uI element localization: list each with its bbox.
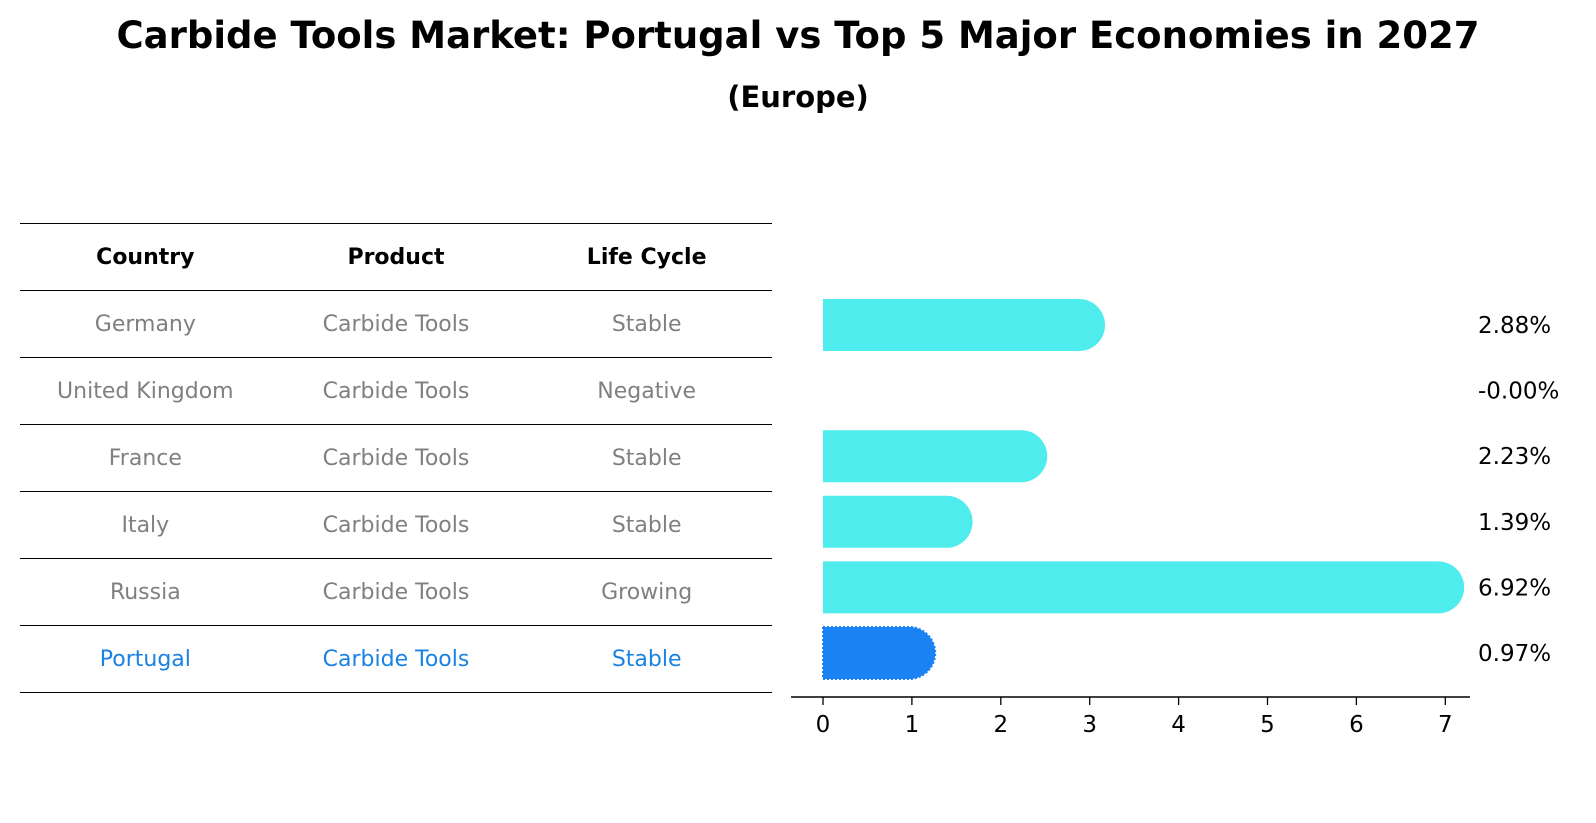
header-life-cycle: Life Cycle <box>521 223 772 291</box>
value-label: 2.88% <box>1478 313 1551 339</box>
value-label: 0.97% <box>1478 641 1551 667</box>
cell-country: Germany <box>20 290 271 358</box>
value-label: 1.39% <box>1478 510 1551 536</box>
chart-subtitle: (Europe) <box>727 80 869 114</box>
bar-portugal <box>822 626 937 680</box>
chart-title: Carbide Tools Market: Portugal vs Top 5 … <box>116 14 1480 57</box>
country-table: Country Product Life Cycle Germany Carbi… <box>20 223 772 693</box>
cell-product: Carbide Tools <box>270 357 522 425</box>
header-country: Country <box>20 223 271 291</box>
x-tick-label: 6 <box>1349 712 1364 738</box>
cell-country: Italy <box>20 491 271 559</box>
bar-russia <box>823 561 1465 614</box>
x-tick-label: 4 <box>1171 712 1186 738</box>
table-row: United Kingdom Carbide Tools Negative <box>20 357 772 425</box>
cell-product: Carbide Tools <box>270 424 522 492</box>
x-tick-label: 1 <box>905 712 920 738</box>
value-label: 2.23% <box>1478 444 1551 470</box>
cell-product: Carbide Tools <box>270 625 522 693</box>
cell-product: Carbide Tools <box>270 491 522 559</box>
bar-france <box>823 430 1048 483</box>
table-row: Russia Carbide Tools Growing <box>20 558 772 626</box>
cell-product: Carbide Tools <box>270 558 522 626</box>
header-product: Product <box>270 223 522 291</box>
table-row: France Carbide Tools Stable <box>20 424 772 492</box>
x-tick-label: 7 <box>1438 712 1453 738</box>
value-label: 6.92% <box>1478 575 1551 601</box>
cell-country: Russia <box>20 558 271 626</box>
bar-italy <box>823 495 973 548</box>
x-tick-label: 5 <box>1260 712 1275 738</box>
x-tick-label: 0 <box>816 712 831 738</box>
x-tick-label: 3 <box>1082 712 1097 738</box>
cell-life-cycle: Growing <box>521 558 772 626</box>
cell-life-cycle: Stable <box>521 625 772 693</box>
cell-country: Portugal <box>20 625 271 693</box>
cell-life-cycle: Negative <box>521 357 772 425</box>
x-tick-label: 2 <box>993 712 1008 738</box>
cell-life-cycle: Stable <box>521 290 772 358</box>
cell-life-cycle: Stable <box>521 424 772 492</box>
table-row-highlight: Portugal Carbide Tools Stable <box>20 625 772 693</box>
value-label: -0.00% <box>1478 379 1559 405</box>
table-row: Germany Carbide Tools Stable <box>20 290 772 358</box>
table-header-row: Country Product Life Cycle <box>20 223 772 291</box>
cell-country: United Kingdom <box>20 357 271 425</box>
cell-product: Carbide Tools <box>270 290 522 358</box>
cell-country: France <box>20 424 271 492</box>
table-row: Italy Carbide Tools Stable <box>20 491 772 559</box>
cell-life-cycle: Stable <box>521 491 772 559</box>
bar-germany <box>823 299 1106 351</box>
